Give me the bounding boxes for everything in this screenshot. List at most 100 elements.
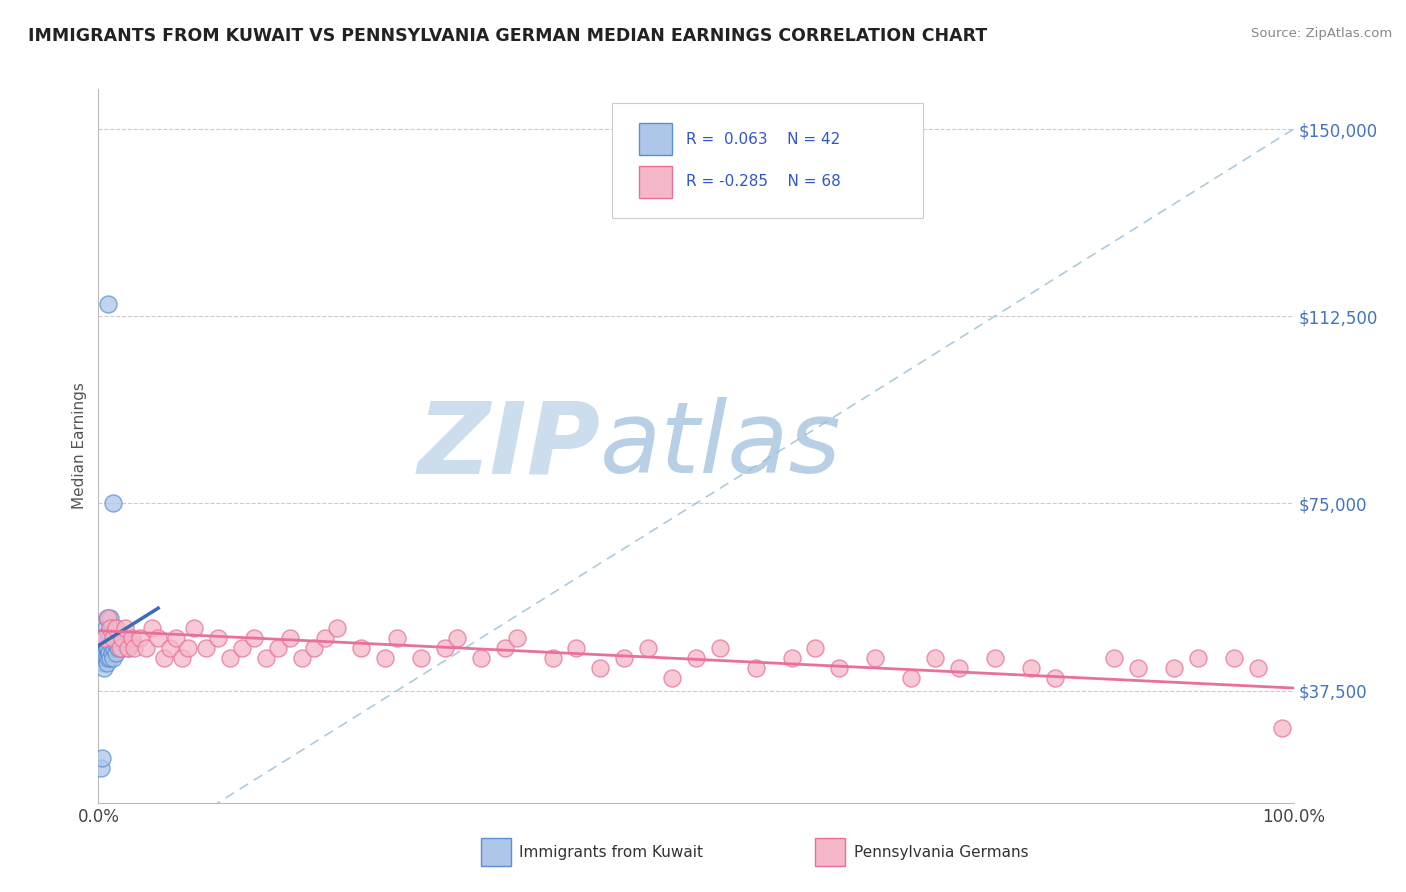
- Point: [828, 661, 851, 675]
- Point: [108, 631, 131, 645]
- Point: [97, 651, 120, 665]
- Point: [1187, 651, 1209, 665]
- Point: [90, 761, 112, 775]
- Point: [111, 631, 134, 645]
- Point: [91, 656, 114, 670]
- Point: [100, 621, 122, 635]
- Point: [494, 641, 516, 656]
- Point: [1163, 661, 1185, 675]
- Text: ZIP: ZIP: [418, 398, 600, 494]
- Point: [101, 626, 124, 640]
- Point: [195, 641, 218, 656]
- Point: [374, 651, 396, 665]
- Point: [1271, 721, 1294, 735]
- Y-axis label: Median Earnings: Median Earnings: [72, 383, 87, 509]
- Bar: [638, 123, 672, 155]
- Point: [1019, 661, 1042, 675]
- Point: [1128, 661, 1150, 675]
- Point: [900, 671, 922, 685]
- Point: [94, 651, 117, 665]
- Point: [589, 661, 612, 675]
- Point: [91, 751, 114, 765]
- Point: [121, 631, 143, 645]
- Point: [302, 641, 325, 656]
- Point: [91, 651, 114, 665]
- Point: [745, 661, 768, 675]
- Point: [93, 631, 115, 645]
- Point: [108, 641, 131, 656]
- Point: [97, 641, 120, 656]
- Point: [291, 651, 314, 665]
- Bar: [638, 166, 672, 198]
- Point: [172, 651, 194, 665]
- Point: [434, 641, 457, 656]
- Point: [315, 631, 337, 645]
- Point: [98, 646, 121, 660]
- Point: [101, 631, 124, 645]
- Point: [804, 641, 827, 656]
- Point: [107, 641, 129, 656]
- Text: Source: ZipAtlas.com: Source: ZipAtlas.com: [1251, 27, 1392, 40]
- Point: [91, 641, 114, 656]
- Point: [183, 621, 205, 635]
- Point: [115, 636, 138, 650]
- Point: [159, 641, 181, 656]
- Point: [326, 621, 349, 635]
- Point: [267, 641, 290, 656]
- Point: [98, 651, 122, 665]
- Point: [101, 651, 124, 665]
- Point: [565, 641, 588, 656]
- Point: [141, 621, 163, 635]
- Point: [97, 626, 120, 640]
- Point: [93, 646, 115, 660]
- Point: [93, 661, 115, 675]
- Point: [114, 621, 136, 635]
- Point: [685, 651, 707, 665]
- Text: atlas: atlas: [600, 398, 842, 494]
- Text: Immigrants from Kuwait: Immigrants from Kuwait: [519, 846, 703, 860]
- Point: [100, 646, 122, 660]
- Point: [96, 656, 118, 670]
- Point: [117, 641, 139, 656]
- Point: [96, 641, 118, 656]
- Point: [121, 636, 143, 650]
- Point: [93, 631, 115, 645]
- Point: [105, 621, 128, 635]
- Point: [98, 631, 121, 645]
- Point: [385, 631, 409, 645]
- Point: [103, 641, 125, 656]
- Point: [924, 651, 946, 665]
- Text: R =  0.063    N = 42: R = 0.063 N = 42: [686, 132, 841, 146]
- Point: [865, 651, 887, 665]
- Point: [709, 641, 731, 656]
- Bar: [815, 838, 845, 865]
- Point: [613, 651, 636, 665]
- Point: [94, 621, 117, 635]
- Point: [984, 651, 1007, 665]
- Point: [219, 651, 242, 665]
- FancyBboxPatch shape: [613, 103, 922, 218]
- Point: [541, 651, 564, 665]
- Point: [111, 631, 134, 645]
- Point: [254, 651, 277, 665]
- Bar: [481, 838, 510, 865]
- Point: [114, 631, 136, 645]
- Point: [231, 641, 253, 656]
- Point: [97, 297, 120, 311]
- Point: [96, 611, 118, 625]
- Point: [165, 631, 187, 645]
- Point: [124, 641, 146, 656]
- Point: [101, 496, 124, 510]
- Point: [661, 671, 683, 685]
- Point: [1043, 671, 1066, 685]
- Point: [110, 641, 132, 656]
- Point: [105, 621, 128, 635]
- Point: [470, 651, 492, 665]
- Point: [1247, 661, 1270, 675]
- Point: [1223, 651, 1246, 665]
- Point: [94, 641, 117, 656]
- Point: [278, 631, 301, 645]
- Point: [97, 611, 120, 625]
- Point: [98, 611, 122, 625]
- Text: IMMIGRANTS FROM KUWAIT VS PENNSYLVANIA GERMAN MEDIAN EARNINGS CORRELATION CHART: IMMIGRANTS FROM KUWAIT VS PENNSYLVANIA G…: [28, 27, 987, 45]
